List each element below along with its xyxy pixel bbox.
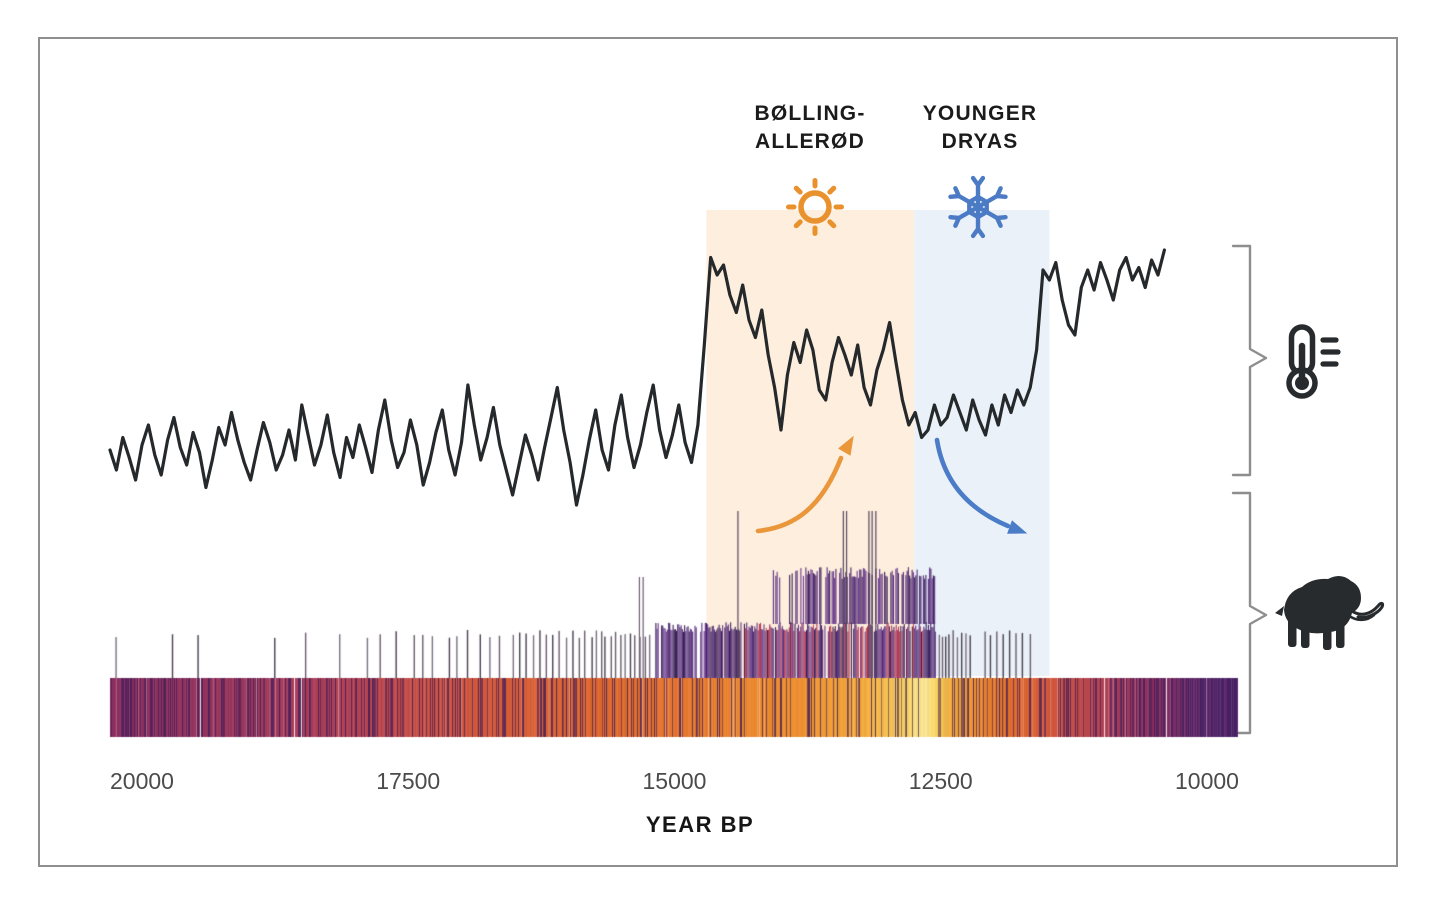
temperature-line xyxy=(108,248,1167,507)
younger-dryas-label: YOUNGER DRYAS xyxy=(880,100,1080,156)
sun-icon xyxy=(786,178,844,236)
x-tick-10000: 10000 xyxy=(1175,768,1239,794)
snowflake-icon xyxy=(948,175,1008,239)
mammoth-brace xyxy=(1231,491,1268,735)
bolling-allerod-label-line1: BØLLING- xyxy=(754,102,866,125)
bolling-allerod-label: BØLLING- ALLERØD xyxy=(710,100,910,156)
x-tick-20000: 20000 xyxy=(110,768,174,794)
x-axis-title: YEAR BP xyxy=(645,812,755,837)
mammoth-occurrence-rug xyxy=(100,500,1250,740)
x-tick-12500: 12500 xyxy=(908,768,973,794)
temperature-brace xyxy=(1231,244,1268,477)
mammoth-icon xyxy=(1275,575,1385,650)
x-tick-15000: 15000 xyxy=(642,768,707,794)
x-tick-17500: 17500 xyxy=(376,768,441,794)
thermometer-icon xyxy=(1286,324,1341,399)
younger-dryas-label-line1: YOUNGER xyxy=(922,102,1038,125)
younger-dryas-label-line2: DRYAS xyxy=(941,130,1019,153)
bolling-allerod-label-line2: ALLERØD xyxy=(755,130,865,153)
